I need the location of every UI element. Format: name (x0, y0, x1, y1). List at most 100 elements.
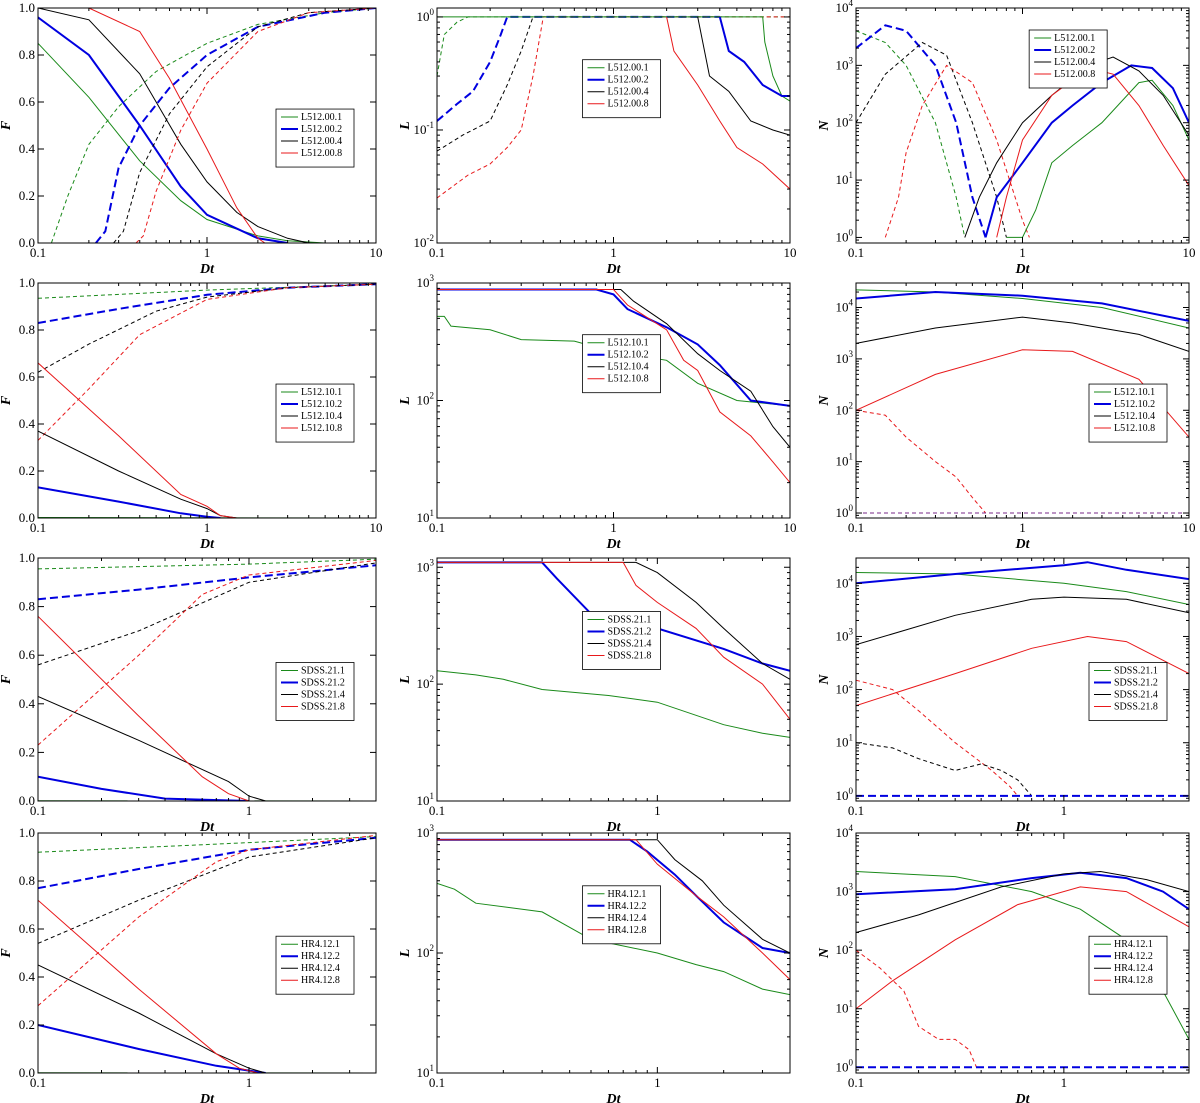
series-line-l512-10-4-solid (856, 316, 1189, 352)
x-tick-label: 0.1 (30, 245, 46, 260)
legend-entry: L512.10.4 (1114, 411, 1155, 422)
y-tick-label: 102 (417, 674, 435, 691)
y-tick-label: 102 (836, 400, 854, 417)
series-line-l512-00-1-solid (38, 42, 326, 243)
y-tick-label: 100 (836, 503, 854, 520)
legend-entry: HR4.12.4 (608, 913, 647, 924)
y-tick-label: 1.0 (19, 275, 35, 290)
plot-frame (855, 557, 1190, 802)
legend-entry: L512.00.2 (608, 75, 649, 86)
series-line-l512-00-8-dashed (135, 8, 376, 243)
y-tick-label: 103 (836, 55, 854, 72)
x-tick-label: 1 (610, 520, 617, 535)
legend-entry: SDSS.21.8 (1114, 701, 1158, 712)
series-line-l512-00-8-solid (666, 16, 790, 190)
legend-entry: L512.00.1 (1054, 33, 1095, 44)
series-line-sdss-21-4-dashed (856, 742, 1033, 797)
series-line-sdss-21-1-dashed (38, 558, 376, 570)
legend-entry: HR4.12.2 (608, 901, 647, 912)
legend-entry: HR4.12.1 (1114, 939, 1153, 950)
y-tick-label: 101 (836, 733, 854, 750)
legend-entry: SDSS.21.2 (1114, 677, 1158, 688)
y-tick-label: 0.2 (19, 463, 35, 478)
legend-entry: L512.00.1 (301, 112, 342, 123)
series-line-l512-00-1-dashed (856, 30, 966, 238)
series-line-l512-10-4-dashed (38, 283, 376, 373)
legend-entry: HR4.12.8 (608, 925, 647, 936)
y-axis-label: N (817, 947, 832, 959)
panel-n-hr4-12: 0.1 1100101102103104DtNHR4.12.1HR4.12.2HR… (817, 823, 1190, 1103)
series-line-hr4-12-8-solid (856, 886, 1189, 1010)
legend-entry: HR4.12.1 (301, 939, 340, 950)
y-tick-label: 0.2 (19, 188, 35, 203)
x-tick-label: 0.1 (848, 803, 864, 818)
series-line-sdss-21-4-solid (437, 561, 790, 680)
x-axis-label: Dt (1015, 1092, 1031, 1103)
series-line-l512-10-4-solid (437, 289, 790, 448)
legend-entry: HR4.12.8 (301, 975, 340, 986)
series-line-l512-00-4-dashed (113, 8, 376, 243)
series-line-l512-10-2-solid (856, 290, 1189, 322)
y-tick-label: 10-1 (414, 120, 435, 137)
x-tick-label: 10 (1183, 245, 1196, 260)
x-axis-label: Dt (606, 262, 622, 277)
y-tick-label: 0.6 (19, 921, 36, 936)
y-tick-label: 0.4 (19, 696, 36, 711)
legend-box (1088, 935, 1168, 995)
y-tick-label: 0.4 (19, 969, 36, 984)
legend-entry: L512.00.8 (1054, 69, 1095, 80)
legend-box (275, 383, 355, 443)
y-tick-label: 100 (836, 786, 854, 803)
x-axis-label: Dt (606, 820, 622, 835)
series-line-sdss-21-2-solid (856, 561, 1189, 585)
series-line-hr4-12-1-solid (437, 882, 790, 996)
x-tick-label: 10 (1183, 520, 1196, 535)
y-tick-label: 0.6 (19, 369, 36, 384)
y-axis-label: F (0, 674, 14, 685)
x-axis-label: Dt (1015, 537, 1031, 552)
y-tick-label: 1.0 (19, 825, 35, 840)
x-tick-label: 1 (1019, 245, 1026, 260)
y-axis-label: N (817, 395, 832, 407)
legend-box (582, 611, 661, 670)
legend-entry: SDSS.21.8 (608, 650, 652, 661)
y-axis-label: L (398, 396, 413, 406)
panel-l-sdss-21: 0.1 1101102103DtLSDSS.21.1SDSS.21.2SDSS.2… (398, 557, 791, 835)
x-tick-label: 1 (654, 803, 661, 818)
legend-entry: L512.00.4 (301, 136, 342, 147)
x-tick-label: 0.1 (429, 245, 445, 260)
y-tick-label: 101 (836, 999, 854, 1016)
series-line-hr4-12-8-solid (38, 899, 258, 1073)
y-axis-label: L (398, 949, 413, 959)
y-tick-label: 1.0 (19, 0, 35, 15)
y-axis-label: L (398, 121, 413, 131)
panel-l-l512-00: 0.1 1 1010-210-1100DtLL512.00.1L512.00.2L5… (398, 7, 797, 277)
legend-entry: L512.10.2 (301, 399, 342, 410)
x-axis-label: Dt (606, 537, 622, 552)
x-axis-label: Dt (199, 262, 215, 277)
x-tick-label: 1 (1019, 520, 1026, 535)
y-tick-label: 0.8 (19, 873, 35, 888)
series-line-sdss-21-8-dashed (856, 679, 1019, 797)
series-line-l512-00-8-solid (38, 8, 266, 243)
legend-entry: SDSS.21.2 (301, 677, 345, 688)
y-tick-label: 101 (836, 452, 854, 469)
legend-box (1028, 29, 1108, 89)
y-axis-label: L (398, 675, 413, 685)
series-line-l512-10-8-dashed (856, 409, 986, 514)
series-line-sdss-21-8-solid (856, 635, 1189, 707)
series-line-l512-00-8-dashed (437, 16, 790, 199)
plot-frame (855, 7, 1190, 244)
legend-entry: L512.10.1 (1114, 387, 1155, 398)
y-tick-label: 103 (417, 823, 435, 840)
y-tick-label: 104 (836, 298, 854, 315)
